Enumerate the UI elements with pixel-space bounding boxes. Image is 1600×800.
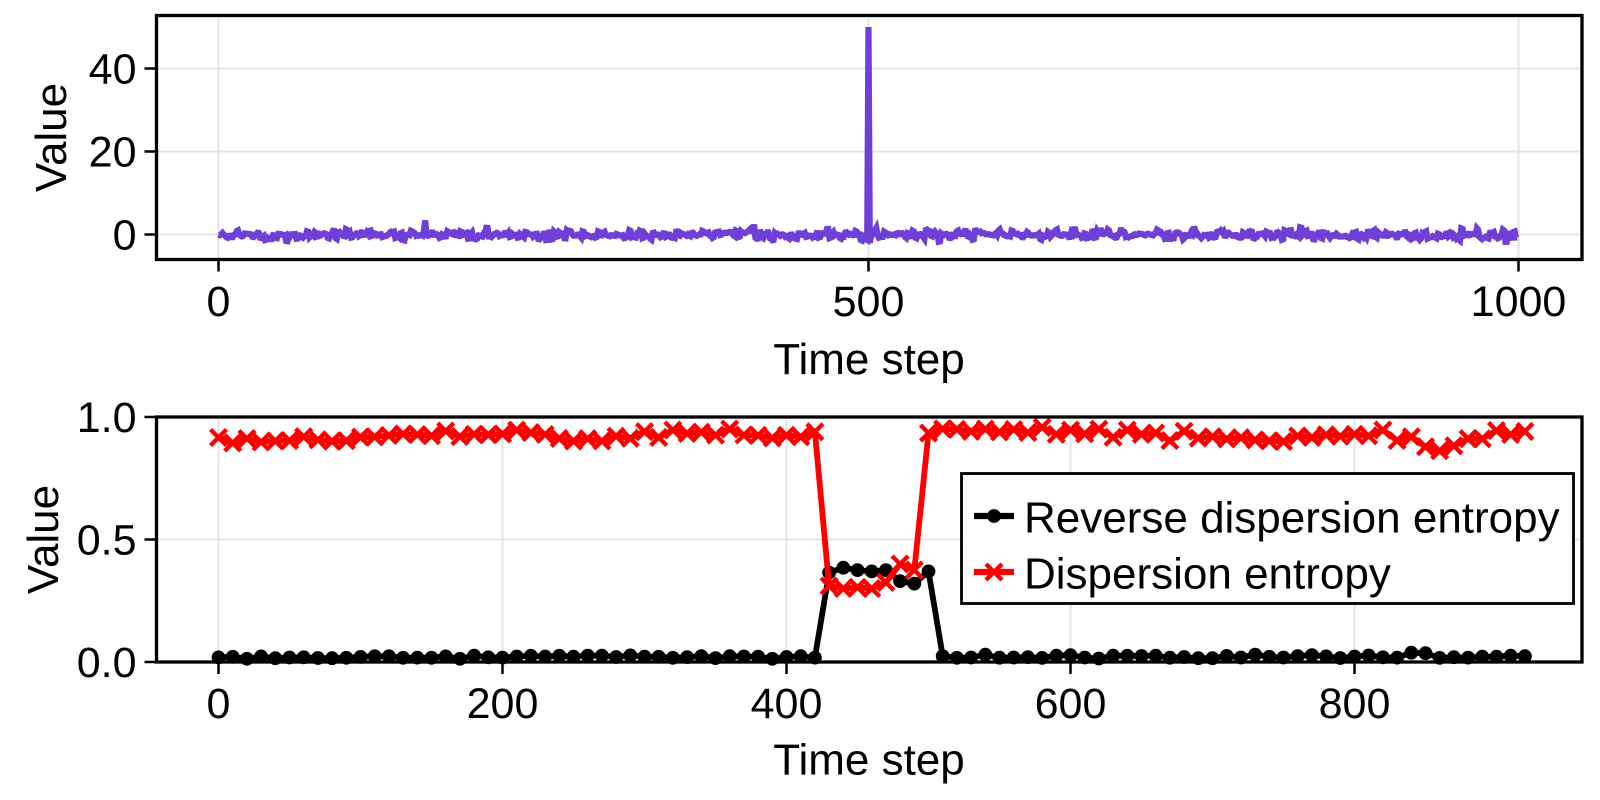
- svg-text:1.0: 1.0: [77, 394, 137, 442]
- svg-text:400: 400: [751, 680, 823, 728]
- svg-text:40: 40: [89, 46, 137, 94]
- svg-text:0: 0: [207, 680, 231, 728]
- svg-text:Value: Value: [19, 485, 68, 594]
- svg-text:Time step: Time step: [773, 736, 965, 785]
- svg-text:Time step: Time step: [773, 335, 965, 384]
- svg-text:Reverse dispersion entropy: Reverse dispersion entropy: [1024, 494, 1560, 543]
- svg-text:0: 0: [113, 212, 137, 260]
- svg-text:0: 0: [207, 278, 231, 326]
- svg-text:1000: 1000: [1471, 278, 1567, 326]
- svg-text:0.0: 0.0: [77, 639, 137, 687]
- svg-text:Dispersion entropy: Dispersion entropy: [1024, 550, 1391, 599]
- svg-text:800: 800: [1319, 680, 1391, 728]
- svg-text:20: 20: [89, 129, 137, 177]
- svg-text:200: 200: [467, 680, 539, 728]
- svg-text:600: 600: [1035, 680, 1107, 728]
- svg-text:500: 500: [833, 278, 905, 326]
- svg-text:0.5: 0.5: [77, 517, 137, 565]
- svg-text:Value: Value: [27, 83, 76, 192]
